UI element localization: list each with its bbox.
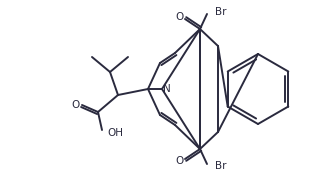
Text: O: O xyxy=(72,100,80,110)
Text: Br: Br xyxy=(215,7,227,17)
Text: Br: Br xyxy=(215,161,227,171)
Text: N: N xyxy=(163,84,171,94)
Text: O: O xyxy=(176,12,184,22)
Text: OH: OH xyxy=(107,128,123,138)
Text: O: O xyxy=(176,156,184,166)
